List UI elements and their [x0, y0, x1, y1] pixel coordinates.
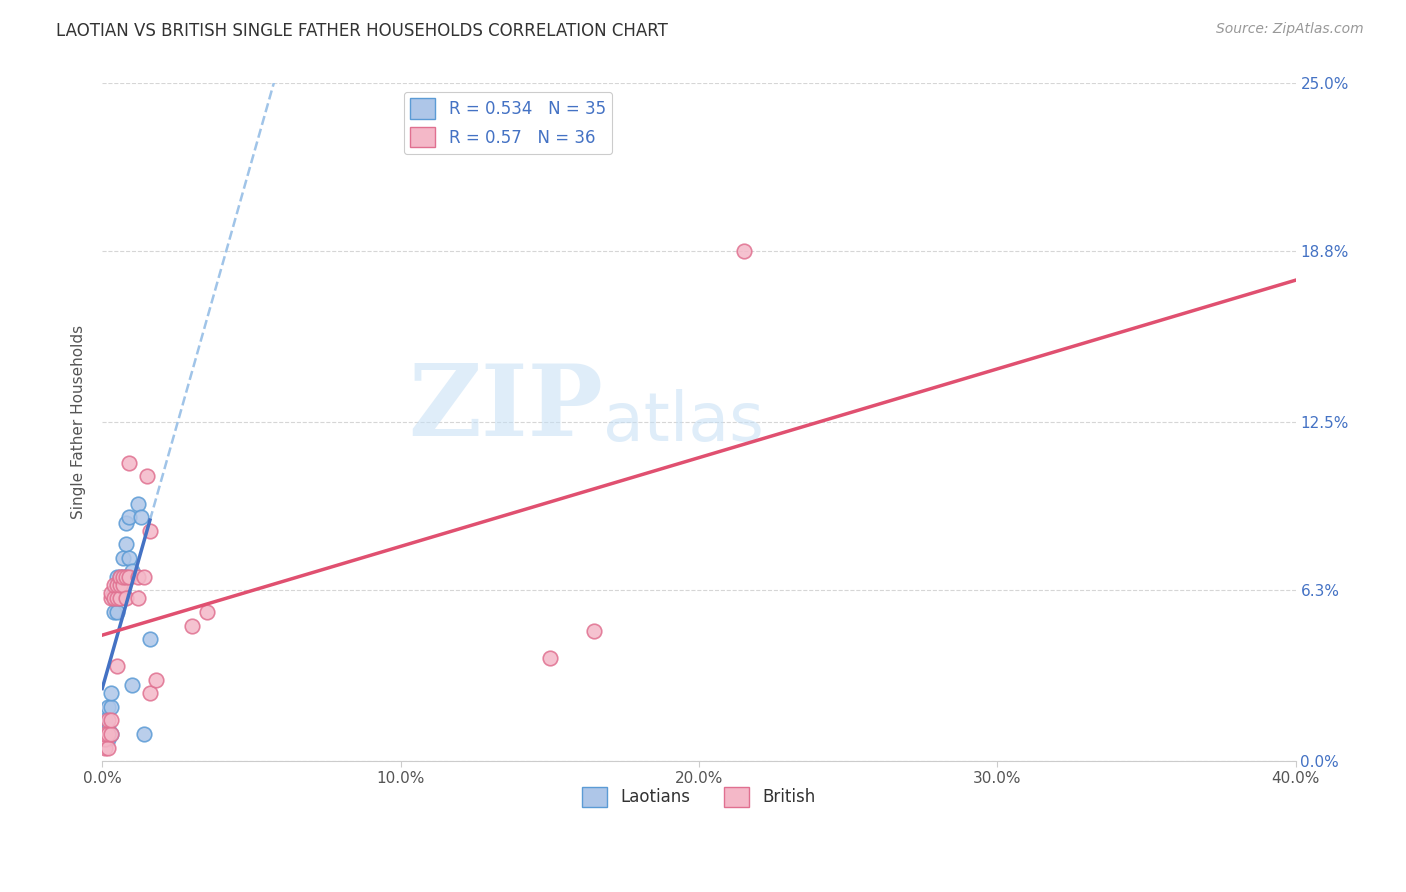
- Point: [132, 727, 155, 741]
- Point: [103, 578, 125, 592]
- Point: [100, 591, 122, 606]
- Point: [112, 570, 135, 584]
- Point: [139, 686, 162, 700]
- Point: [94, 727, 117, 741]
- Point: [583, 624, 606, 638]
- Point: [132, 570, 155, 584]
- Point: [103, 605, 125, 619]
- Point: [94, 727, 117, 741]
- Point: [105, 570, 128, 584]
- Point: [118, 456, 141, 470]
- Point: [97, 740, 120, 755]
- Point: [108, 591, 131, 606]
- Point: [139, 524, 162, 538]
- Point: [105, 578, 128, 592]
- Text: Source: ZipAtlas.com: Source: ZipAtlas.com: [1216, 22, 1364, 37]
- Point: [105, 578, 128, 592]
- Point: [108, 591, 131, 606]
- Point: [538, 651, 561, 665]
- Point: [103, 591, 125, 606]
- Point: [115, 570, 138, 584]
- Point: [97, 699, 120, 714]
- Point: [180, 618, 202, 632]
- Point: [105, 591, 128, 606]
- Text: atlas: atlas: [603, 389, 765, 455]
- Point: [100, 699, 122, 714]
- Point: [118, 550, 141, 565]
- Point: [94, 732, 117, 747]
- Point: [105, 605, 128, 619]
- Point: [100, 727, 122, 741]
- Point: [100, 727, 122, 741]
- Point: [112, 550, 135, 565]
- Point: [115, 591, 138, 606]
- Point: [94, 740, 117, 755]
- Point: [97, 722, 120, 736]
- Point: [97, 732, 120, 747]
- Point: [105, 591, 128, 606]
- Point: [112, 586, 135, 600]
- Point: [97, 714, 120, 728]
- Point: [195, 605, 218, 619]
- Point: [121, 678, 143, 692]
- Point: [733, 244, 755, 259]
- Point: [121, 565, 143, 579]
- Text: ZIP: ZIP: [409, 360, 603, 458]
- Point: [108, 578, 131, 592]
- Point: [115, 537, 138, 551]
- Legend: Laotians, British: Laotians, British: [575, 780, 823, 814]
- Point: [108, 578, 131, 592]
- Point: [97, 727, 120, 741]
- Point: [112, 578, 135, 592]
- Point: [115, 516, 138, 530]
- Point: [108, 570, 131, 584]
- Point: [112, 570, 135, 584]
- Point: [100, 586, 122, 600]
- Point: [127, 591, 149, 606]
- Point: [118, 510, 141, 524]
- Point: [100, 714, 122, 728]
- Point: [136, 469, 159, 483]
- Point: [103, 591, 125, 606]
- Point: [94, 714, 117, 728]
- Point: [127, 497, 149, 511]
- Text: LAOTIAN VS BRITISH SINGLE FATHER HOUSEHOLDS CORRELATION CHART: LAOTIAN VS BRITISH SINGLE FATHER HOUSEHO…: [56, 22, 668, 40]
- Point: [94, 732, 117, 747]
- Point: [145, 673, 167, 687]
- Point: [129, 510, 152, 524]
- Point: [105, 659, 128, 673]
- Point: [97, 727, 120, 741]
- Point: [103, 591, 125, 606]
- Point: [103, 586, 125, 600]
- Point: [115, 570, 138, 584]
- Point: [118, 570, 141, 584]
- Point: [139, 632, 162, 646]
- Y-axis label: Single Father Households: Single Father Households: [72, 326, 86, 519]
- Point: [108, 570, 131, 584]
- Point: [127, 570, 149, 584]
- Point: [100, 686, 122, 700]
